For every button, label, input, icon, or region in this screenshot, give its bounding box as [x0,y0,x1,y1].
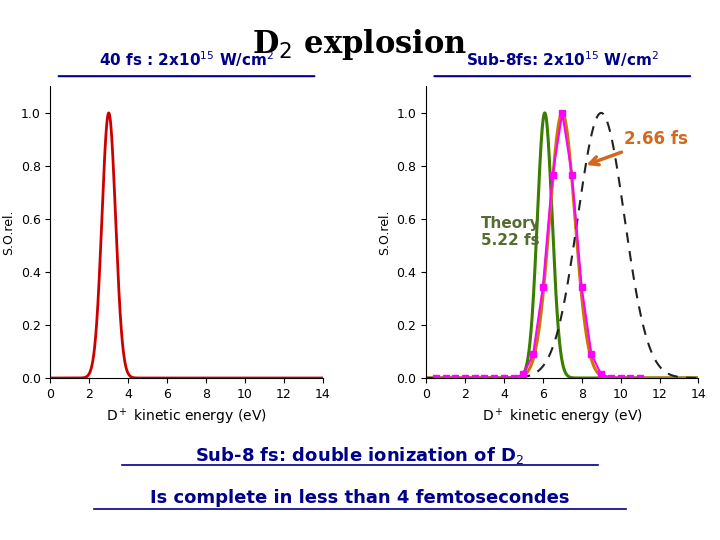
Y-axis label: S.O.rel.: S.O.rel. [378,210,391,255]
X-axis label: D$^+$ kinetic energy (eV): D$^+$ kinetic energy (eV) [482,406,643,427]
Text: Theory
5.22 fs: Theory 5.22 fs [480,216,540,248]
X-axis label: D$^+$ kinetic energy (eV): D$^+$ kinetic energy (eV) [106,406,267,427]
Text: 2.66 fs: 2.66 fs [590,131,688,165]
Text: Is complete in less than 4 femtosecondes: Is complete in less than 4 femtosecondes [150,489,570,507]
Text: Sub-8fs: 2x10$^{15}$ W/cm$^2$: Sub-8fs: 2x10$^{15}$ W/cm$^2$ [466,49,659,69]
Text: 40 fs : 2x10$^{15}$ W/cm$^2$: 40 fs : 2x10$^{15}$ W/cm$^2$ [99,49,274,69]
Y-axis label: S.O.rel.: S.O.rel. [2,210,15,255]
Text: Sub-8 fs: double ionization of D$_2$: Sub-8 fs: double ionization of D$_2$ [195,446,525,467]
Text: D$_2$ explosion: D$_2$ explosion [253,27,467,62]
